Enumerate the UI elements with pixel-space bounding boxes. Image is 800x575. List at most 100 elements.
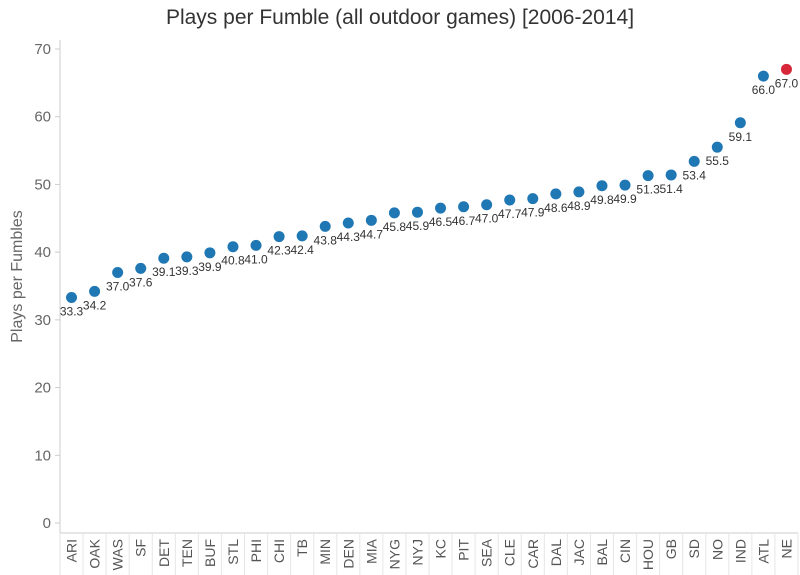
data-label: 53.4 (683, 168, 707, 182)
x-tick-label: SD (686, 539, 702, 558)
data-label: 34.2 (83, 298, 107, 312)
x-tick-label: SEA (479, 538, 495, 567)
data-point (388, 207, 400, 219)
data-label: 44.7 (360, 227, 384, 241)
x-tick-label: PIT (456, 539, 472, 561)
y-tick-label: 10 (34, 447, 51, 464)
data-label: 51.4 (659, 182, 683, 196)
y-tick-label: 60 (34, 109, 51, 126)
x-tick-label: NYG (386, 539, 402, 569)
data-label: 49.8 (590, 193, 614, 207)
x-tick-label: TB (294, 539, 310, 557)
y-tick-label: 20 (34, 380, 51, 397)
data-label: 42.4 (290, 243, 314, 257)
x-tick-label: SF (133, 539, 149, 557)
x-tick-label: NYJ (409, 539, 425, 565)
x-tick-label: DAL (548, 539, 564, 566)
data-label: 66.0 (752, 83, 776, 97)
data-point (435, 202, 447, 214)
x-tick-label: BUF (202, 539, 218, 567)
data-label: 47.7 (498, 207, 522, 221)
data-label: 48.9 (567, 199, 591, 213)
data-point (550, 188, 562, 200)
y-tick-label: 30 (34, 312, 51, 329)
x-tick-label: GB (663, 539, 679, 559)
data-label: 37.6 (129, 275, 153, 289)
data-point (757, 70, 769, 82)
y-tick-label: 40 (34, 244, 51, 261)
data-point (411, 206, 423, 218)
x-tick-label: MIA (363, 538, 379, 564)
data-label: 37.0 (106, 279, 130, 293)
data-point (365, 214, 377, 226)
chart-title: Plays per Fumble (all outdoor games) [20… (165, 6, 635, 29)
data-point (66, 292, 78, 304)
data-point (619, 179, 631, 191)
x-tick-label: NE (778, 539, 794, 558)
x-tick-label: OAK (87, 538, 103, 568)
data-label: 59.1 (729, 130, 753, 144)
data-label: 43.8 (314, 233, 338, 247)
x-tick-label: CAR (525, 539, 541, 569)
data-point (250, 239, 262, 251)
data-label: 45.8 (383, 220, 407, 234)
data-point (711, 141, 723, 153)
x-tick-label: ARI (64, 539, 80, 562)
data-point (319, 220, 331, 232)
data-point (204, 247, 216, 259)
data-point (89, 285, 101, 297)
x-tick-label: CHI (271, 539, 287, 563)
data-point (158, 252, 170, 264)
x-tick-label: KC (433, 539, 449, 558)
data-label: 33.3 (60, 305, 84, 319)
data-label: 67.0 (775, 76, 799, 90)
x-tick-label: WAS (110, 539, 126, 570)
x-tick-label: JAC (571, 539, 587, 565)
x-tick-label: NO (709, 539, 725, 560)
data-label: 46.7 (452, 214, 476, 228)
data-point (112, 266, 124, 278)
data-point (504, 194, 516, 206)
data-point (527, 193, 539, 205)
data-labels: 33.3 34.2 37.0 37.639.1 39.3 39.9 40.8 41.042.3… (60, 76, 799, 318)
y-axis-title: Plays per Fumbles (9, 210, 26, 343)
x-axis: ARI OAK WAS SF DET TEN BUF STL PHI CHI TB MIN DEN MIA… (59, 532, 799, 575)
y-axis: 0 10 20 30 40 50 60 70 (34, 40, 61, 533)
data-points (66, 63, 792, 304)
data-label: 51.3 (636, 183, 660, 197)
x-tick-label: ATL (755, 539, 771, 564)
data-point (642, 170, 654, 182)
data-label: 45.9 (406, 219, 430, 233)
data-label: 48.6 (544, 201, 568, 215)
data-point (181, 251, 193, 263)
data-label: 41.0 (244, 252, 268, 266)
data-label: 39.1 (152, 265, 176, 279)
data-label: 39.9 (198, 260, 222, 274)
data-point (273, 231, 285, 243)
x-tick-label: STL (225, 539, 241, 565)
x-tick-label: IND (732, 539, 748, 563)
x-tick-label: CLE (502, 539, 518, 566)
x-tick-label: CIN (617, 539, 633, 563)
data-label: 44.3 (337, 230, 361, 244)
x-tick-label: TEN (179, 539, 195, 567)
x-tick-label: HOU (640, 539, 656, 570)
x-tick-label: DEN (340, 539, 356, 569)
data-point (688, 155, 700, 167)
data-label: 47.9 (521, 206, 545, 220)
data-point (573, 186, 585, 198)
data-point (780, 63, 792, 75)
y-tick-label: 0 (43, 515, 51, 532)
data-label: 40.8 (221, 254, 245, 268)
data-point (458, 201, 470, 213)
x-tick-label: MIN (317, 539, 333, 565)
x-tick-label: PHI (248, 539, 264, 562)
data-label: 55.5 (706, 154, 730, 168)
data-point (734, 117, 746, 129)
data-label: 47.0 (475, 212, 499, 226)
data-point (596, 180, 608, 192)
data-label: 49.9 (613, 192, 637, 206)
data-point (135, 262, 147, 274)
